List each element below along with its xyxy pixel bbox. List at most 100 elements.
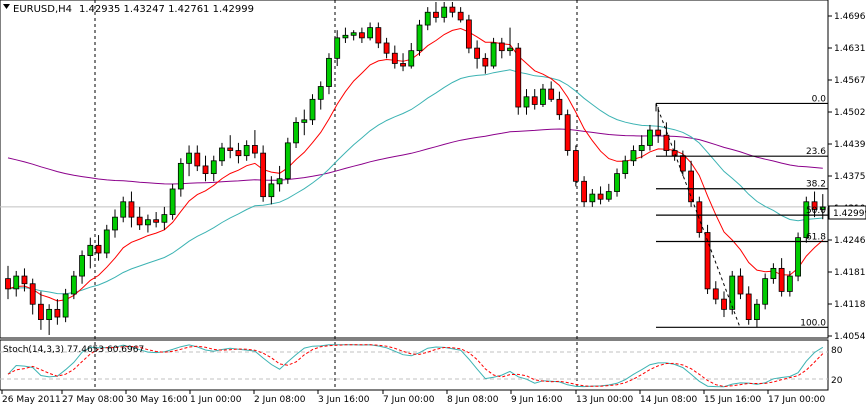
candle[interactable] xyxy=(688,160,694,207)
candle[interactable] xyxy=(276,165,283,192)
candle[interactable] xyxy=(630,145,637,166)
candle[interactable] xyxy=(103,224,110,259)
candle[interactable] xyxy=(169,183,176,220)
candle[interactable] xyxy=(433,2,439,23)
candle[interactable] xyxy=(112,209,118,238)
candle[interactable] xyxy=(128,191,135,228)
candle[interactable] xyxy=(79,250,85,284)
candle[interactable] xyxy=(87,237,94,269)
candle[interactable] xyxy=(597,186,604,205)
candle[interactable] xyxy=(309,94,316,125)
candle[interactable] xyxy=(227,135,234,159)
candle[interactable] xyxy=(13,270,20,297)
candle[interactable] xyxy=(721,291,727,318)
candle[interactable] xyxy=(482,53,489,74)
candle[interactable] xyxy=(671,140,678,161)
candle[interactable] xyxy=(408,42,415,69)
candle[interactable] xyxy=(251,130,258,159)
candle[interactable] xyxy=(153,212,160,228)
candle[interactable] xyxy=(120,196,127,223)
candle[interactable] xyxy=(523,89,530,115)
candle[interactable] xyxy=(589,188,596,207)
candle[interactable] xyxy=(474,40,481,69)
candle[interactable] xyxy=(581,176,587,207)
candle[interactable] xyxy=(136,206,143,230)
candle[interactable] xyxy=(326,53,332,95)
candle[interactable] xyxy=(762,273,769,310)
candle[interactable] xyxy=(457,7,464,23)
candle[interactable] xyxy=(391,45,398,69)
candle[interactable] xyxy=(754,299,760,328)
candle[interactable] xyxy=(29,278,36,315)
candle[interactable] xyxy=(38,291,44,330)
candle[interactable] xyxy=(531,89,538,110)
candle[interactable] xyxy=(540,83,546,108)
candle[interactable] xyxy=(202,155,209,182)
candle[interactable] xyxy=(655,107,662,143)
candle[interactable] xyxy=(70,270,77,300)
candle[interactable] xyxy=(548,81,555,102)
candle[interactable] xyxy=(54,299,61,325)
candle[interactable] xyxy=(301,109,308,136)
candle[interactable] xyxy=(465,14,472,54)
candle[interactable] xyxy=(778,258,785,297)
candle[interactable] xyxy=(375,22,382,49)
candle[interactable] xyxy=(696,196,703,238)
candle[interactable] xyxy=(186,145,192,177)
candle[interactable] xyxy=(647,124,653,151)
candle[interactable] xyxy=(400,53,406,72)
candle[interactable] xyxy=(161,206,168,230)
candle[interactable] xyxy=(367,22,374,41)
candle[interactable] xyxy=(342,27,349,43)
candle[interactable] xyxy=(704,224,711,294)
candle[interactable] xyxy=(383,37,390,59)
candle[interactable] xyxy=(564,109,571,156)
candle[interactable] xyxy=(317,81,324,110)
candle[interactable] xyxy=(293,117,299,148)
candle[interactable] xyxy=(194,145,201,172)
candle[interactable] xyxy=(622,155,629,179)
candle[interactable] xyxy=(334,30,341,67)
candle[interactable] xyxy=(770,263,777,284)
candle[interactable] xyxy=(712,281,719,305)
candle[interactable] xyxy=(46,304,53,335)
candle[interactable] xyxy=(490,37,497,69)
candle[interactable] xyxy=(235,142,242,164)
candles[interactable] xyxy=(5,2,826,335)
candle[interactable] xyxy=(95,235,102,261)
candle[interactable] xyxy=(449,2,456,18)
candle[interactable] xyxy=(572,145,579,187)
candle[interactable] xyxy=(424,7,431,31)
candle[interactable] xyxy=(219,142,225,166)
candle[interactable] xyxy=(210,155,217,182)
candle[interactable] xyxy=(507,27,513,56)
candle[interactable] xyxy=(745,286,752,325)
candle[interactable] xyxy=(62,288,69,323)
candle[interactable] xyxy=(638,135,645,159)
candle[interactable] xyxy=(737,268,744,300)
candle[interactable] xyxy=(663,122,670,156)
fibonacci-retracement[interactable]: 0.0 23.6 38.2 50.0 61.8 100.0 xyxy=(655,94,828,328)
candle[interactable] xyxy=(177,158,184,197)
candle[interactable] xyxy=(515,42,522,115)
candle[interactable] xyxy=(786,270,793,297)
candle[interactable] xyxy=(350,30,357,41)
candle[interactable] xyxy=(284,137,291,184)
candle[interactable] xyxy=(5,265,11,300)
candle[interactable] xyxy=(556,91,563,120)
candle[interactable] xyxy=(358,27,365,43)
candle[interactable] xyxy=(145,214,151,233)
candle[interactable] xyxy=(260,145,267,202)
candle[interactable] xyxy=(441,2,448,23)
candle[interactable] xyxy=(679,150,686,177)
candle[interactable] xyxy=(605,183,612,202)
candle[interactable] xyxy=(243,140,250,161)
candle[interactable] xyxy=(268,176,275,205)
dropdown-arrow-icon[interactable] xyxy=(3,4,10,9)
candle[interactable] xyxy=(811,191,818,218)
candle[interactable] xyxy=(21,268,28,292)
candle[interactable] xyxy=(498,37,505,59)
candle[interactable] xyxy=(803,196,810,243)
